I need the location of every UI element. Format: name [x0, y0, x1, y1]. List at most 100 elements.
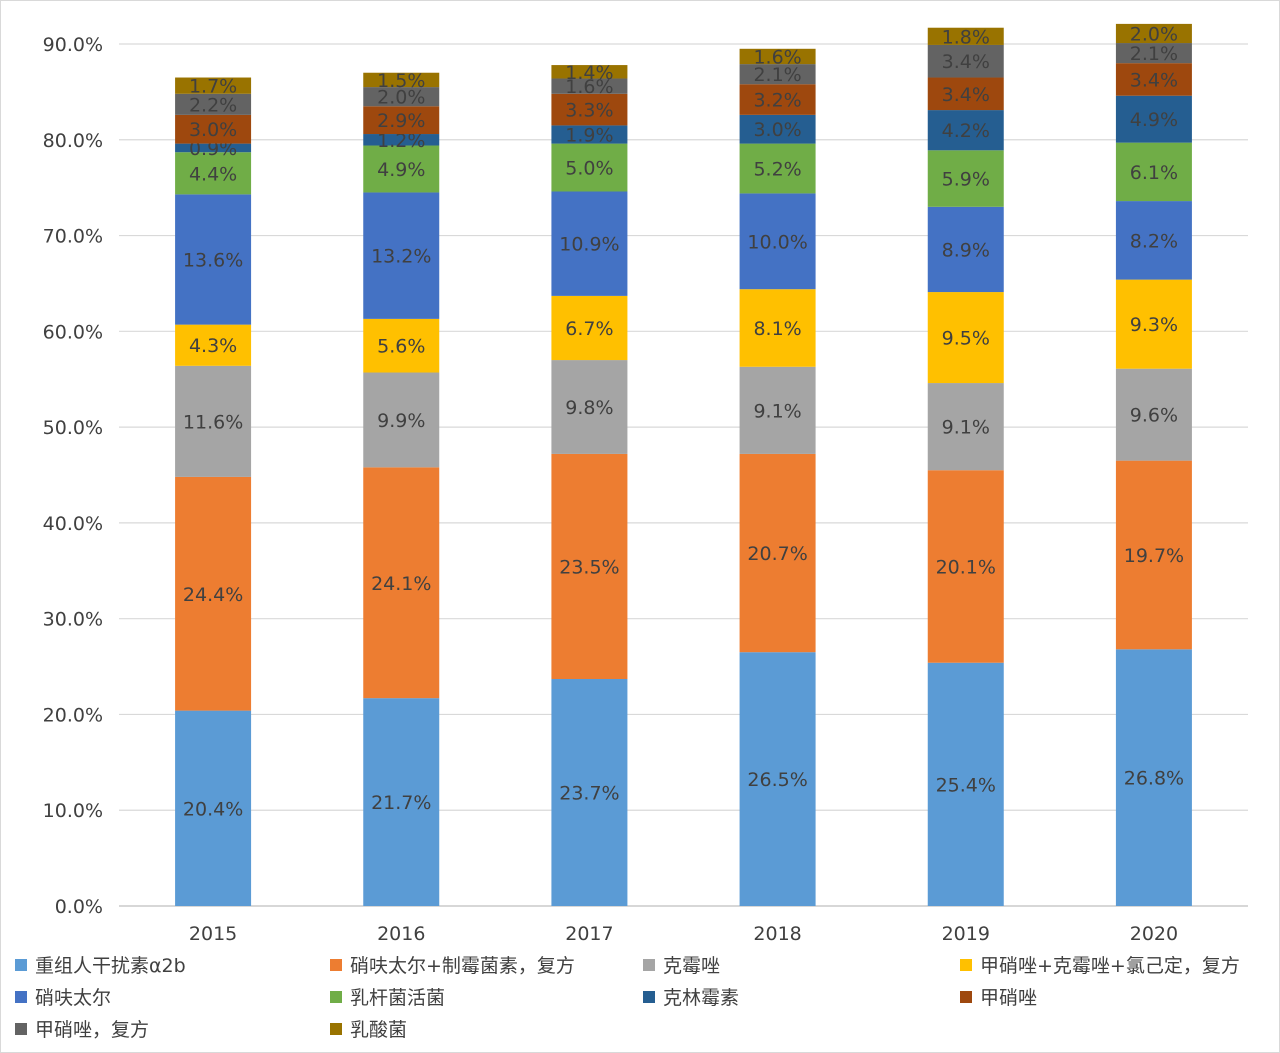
data-label: 3.3%: [565, 100, 613, 122]
bar-segment: [1115, 368, 1192, 461]
bar-segment: [175, 143, 252, 153]
bar-segment: [551, 125, 628, 144]
bar-segment: [363, 467, 440, 699]
bar-segment: [551, 191, 628, 296]
legend-swatch: [960, 958, 972, 971]
legend-swatch: [330, 1022, 342, 1035]
legend-label: 甲硝唑，复方: [35, 1019, 150, 1041]
bar-segment: [1115, 43, 1192, 64]
data-label: 13.2%: [371, 246, 431, 268]
data-label: 19.7%: [1124, 545, 1184, 567]
x-tick-label: 2017: [565, 923, 613, 945]
data-label: 4.3%: [189, 335, 237, 357]
data-label: 3.4%: [1130, 69, 1178, 91]
bar-segment: [175, 152, 252, 195]
bar-segment: [739, 289, 816, 367]
data-label: 9.1%: [942, 417, 990, 439]
bar-segment: [363, 372, 440, 468]
data-label: 3.0%: [189, 119, 237, 141]
data-label: 4.9%: [1130, 109, 1178, 131]
legend-item: 甲硝唑，复方: [15, 1015, 149, 1042]
bar-segment: [739, 652, 816, 906]
data-label: 3.2%: [753, 90, 801, 112]
legend-item: 克霉唑: [643, 951, 720, 978]
y-tick-label: 10.0%: [43, 800, 103, 822]
data-label: 10.0%: [747, 231, 807, 253]
bar-segment: [1115, 23, 1192, 44]
y-tick-label: 90.0%: [43, 34, 103, 56]
legend-label: 硝呋太尔+制霉菌素，复方: [350, 955, 575, 977]
bar-segment: [927, 206, 1004, 293]
data-label: 8.9%: [942, 239, 990, 261]
bar-segment: [175, 194, 252, 325]
data-label: 3.0%: [753, 119, 801, 141]
legend-label: 乳杆菌活菌: [350, 987, 446, 1009]
legend-label: 重组人干扰素α2b: [35, 955, 186, 977]
bar-segment: [927, 77, 1004, 111]
x-tick-label: 2016: [377, 923, 425, 945]
bar-segment: [363, 72, 440, 88]
x-tick-label: 2015: [189, 923, 237, 945]
legend-swatch: [15, 1022, 27, 1035]
bar-segment: [1115, 460, 1192, 650]
data-label: 9.8%: [565, 397, 613, 419]
bar-segment: [927, 110, 1004, 151]
legend-label: 硝呋太尔: [35, 987, 112, 1009]
bar-segment: [927, 383, 1004, 471]
data-label: 13.6%: [183, 250, 243, 272]
data-label: 2.0%: [1130, 23, 1178, 45]
data-label: 4.9%: [377, 159, 425, 181]
legend-swatch: [15, 958, 27, 971]
data-label: 2.2%: [189, 94, 237, 116]
stacked-bar-chart: 0.0% 10.0% 20.0% 30.0% 40.0% 50.0% 60.0% 70.0% 8…: [43, 23, 1248, 945]
bar-segment: [1115, 63, 1192, 96]
data-label: 3.4%: [942, 84, 990, 106]
data-label: 20.1%: [936, 556, 996, 578]
legend-swatch: [643, 990, 655, 1003]
data-label: 2.1%: [753, 64, 801, 86]
y-tick-label: 30.0%: [43, 609, 103, 631]
bar-segment: [739, 366, 816, 454]
bar-segment: [551, 65, 628, 79]
data-label: 4.2%: [942, 120, 990, 142]
legend-label: 甲硝唑+克霉唑+氯己定，复方: [980, 955, 1240, 977]
bar-segment: [551, 78, 628, 94]
bar-segment: [927, 27, 1004, 45]
data-label: 1.8%: [942, 26, 990, 48]
data-label: 5.6%: [377, 336, 425, 358]
data-label: 5.0%: [565, 158, 613, 180]
legend-label: 甲硝唑: [980, 987, 1038, 1009]
y-tick-label: 0.0%: [55, 896, 103, 918]
bar-segment: [363, 87, 440, 107]
legend-item: 乳酸菌: [330, 1015, 407, 1042]
bar-segment: [551, 679, 628, 906]
bar-segment: [1115, 142, 1192, 202]
y-tick-label: 60.0%: [43, 321, 103, 343]
data-label: 26.5%: [747, 769, 807, 791]
data-label: 20.7%: [747, 543, 807, 565]
bar-segment: [739, 64, 816, 85]
x-tick-label: 2020: [1130, 923, 1178, 945]
bar-segment: [363, 145, 440, 193]
y-tick-label: 20.0%: [43, 704, 103, 726]
legend-swatch: [330, 958, 342, 971]
bar-segment: [175, 93, 252, 115]
data-label: 8.1%: [753, 318, 801, 340]
bar-segment: [739, 143, 816, 194]
data-label: 9.9%: [377, 410, 425, 432]
bar-segment: [551, 93, 628, 126]
legend-swatch: [643, 958, 655, 971]
bar-segment: [363, 134, 440, 146]
legend-swatch: [960, 990, 972, 1003]
bar-segment: [1115, 279, 1192, 369]
bar-segment: [1115, 649, 1192, 906]
bar-segment: [551, 360, 628, 454]
bar-segment: [927, 292, 1004, 384]
data-label: 20.4%: [183, 798, 243, 820]
legend-item: 重组人干扰素α2b: [15, 951, 186, 978]
bar-segment: [739, 48, 816, 65]
data-label: 26.8%: [1124, 768, 1184, 790]
data-label: 5.2%: [753, 159, 801, 181]
bar-segment: [551, 295, 628, 361]
bar-segment: [175, 476, 252, 711]
